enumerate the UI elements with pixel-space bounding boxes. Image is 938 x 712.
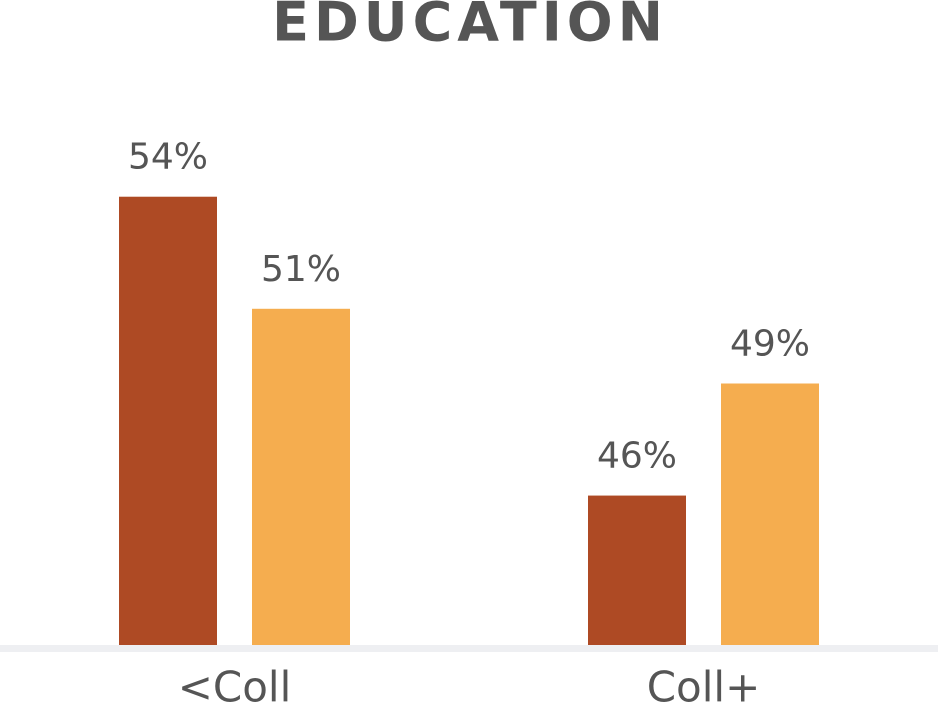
value-label: 46% xyxy=(597,436,677,477)
value-label: 54% xyxy=(128,137,208,178)
x-tick-label: <Coll xyxy=(178,663,292,712)
baseline xyxy=(0,645,938,652)
bar xyxy=(588,495,686,645)
bar xyxy=(119,196,217,645)
bar xyxy=(252,308,350,645)
value-label: 51% xyxy=(261,249,341,290)
chart-title: EDUCATION xyxy=(272,0,668,54)
value-label: 49% xyxy=(730,324,810,365)
bar xyxy=(721,383,819,645)
x-tick-label: Coll+ xyxy=(647,663,761,712)
